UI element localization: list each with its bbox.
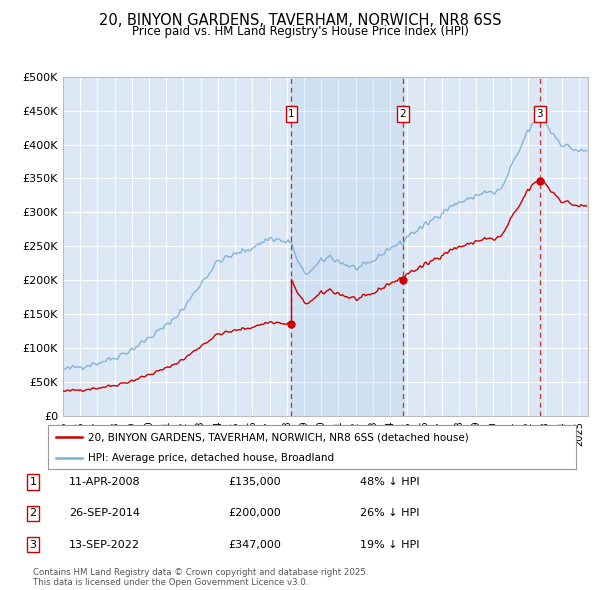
Text: 48% ↓ HPI: 48% ↓ HPI [360, 477, 419, 487]
Text: 20, BINYON GARDENS, TAVERHAM, NORWICH, NR8 6SS: 20, BINYON GARDENS, TAVERHAM, NORWICH, N… [99, 13, 501, 28]
Text: £135,000: £135,000 [228, 477, 281, 487]
Text: 1: 1 [288, 109, 295, 119]
Text: 1: 1 [29, 477, 37, 487]
Text: 2: 2 [29, 509, 37, 518]
Text: 13-SEP-2022: 13-SEP-2022 [69, 540, 140, 549]
Text: 3: 3 [536, 109, 543, 119]
Text: 2: 2 [400, 109, 406, 119]
Text: Price paid vs. HM Land Registry's House Price Index (HPI): Price paid vs. HM Land Registry's House … [131, 25, 469, 38]
Text: Contains HM Land Registry data © Crown copyright and database right 2025.
This d: Contains HM Land Registry data © Crown c… [33, 568, 368, 587]
Bar [292, 77, 403, 416]
Text: 20, BINYON GARDENS, TAVERHAM, NORWICH, NR8 6SS (detached house): 20, BINYON GARDENS, TAVERHAM, NORWICH, N… [88, 432, 469, 442]
Text: £347,000: £347,000 [228, 540, 281, 549]
Text: 19% ↓ HPI: 19% ↓ HPI [360, 540, 419, 549]
Text: 11-APR-2008: 11-APR-2008 [69, 477, 140, 487]
Text: HPI: Average price, detached house, Broadland: HPI: Average price, detached house, Broa… [88, 453, 334, 463]
Bar [403, 77, 540, 416]
Text: 26% ↓ HPI: 26% ↓ HPI [360, 509, 419, 518]
Text: 3: 3 [29, 540, 37, 549]
Text: £200,000: £200,000 [228, 509, 281, 518]
Text: 26-SEP-2014: 26-SEP-2014 [69, 509, 140, 518]
